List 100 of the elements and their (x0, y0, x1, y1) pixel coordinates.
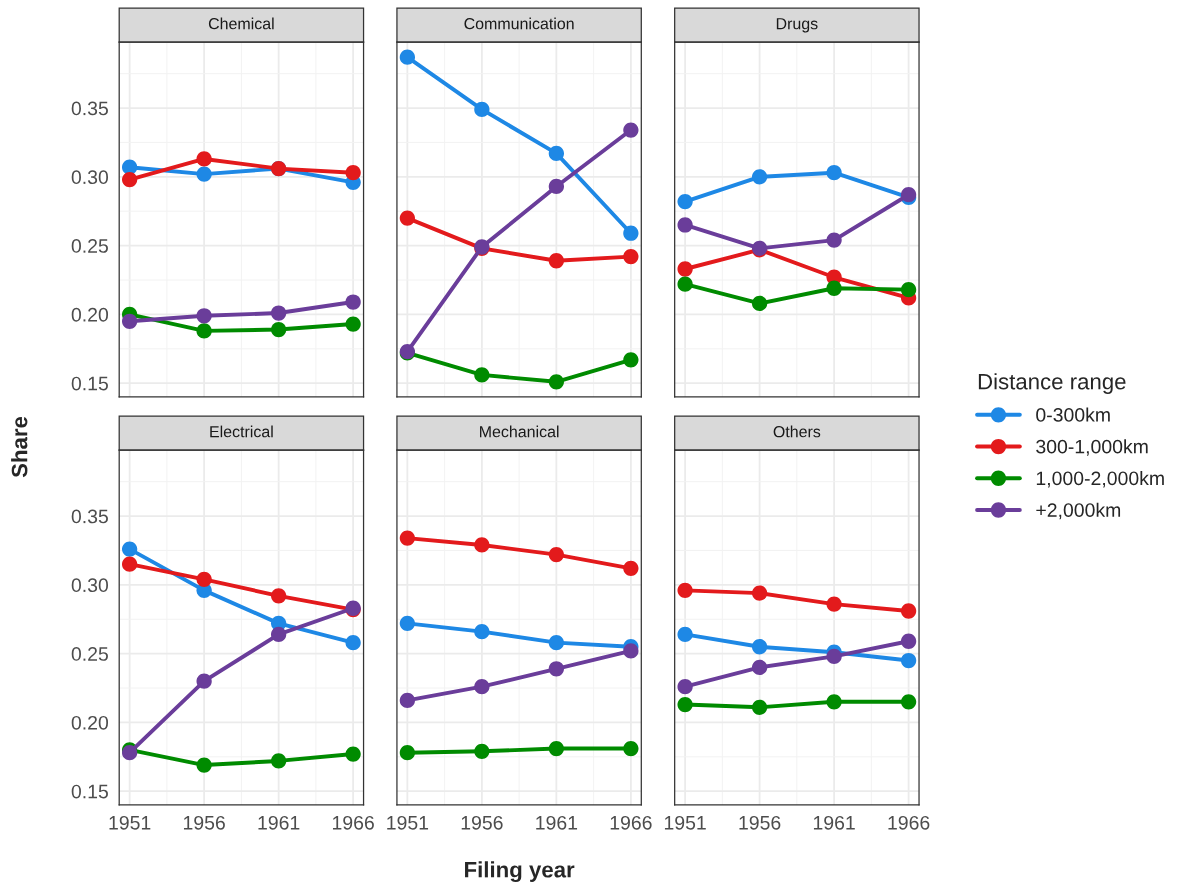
y-tick-label: 0.30 (71, 170, 109, 185)
point (399, 49, 416, 65)
point (900, 694, 917, 710)
point (623, 643, 639, 659)
point (196, 323, 212, 339)
point (900, 652, 917, 669)
point (474, 537, 490, 553)
point (751, 169, 768, 185)
point (196, 308, 212, 324)
point (270, 626, 287, 643)
point (826, 165, 842, 181)
point (270, 305, 287, 321)
point (677, 276, 693, 292)
point (121, 556, 138, 572)
point (399, 745, 416, 761)
point (623, 560, 639, 576)
point (345, 294, 361, 310)
legend-title: Distance range (978, 373, 1126, 394)
point (623, 122, 639, 138)
point (270, 588, 287, 604)
y-tick-label: 0.15 (71, 784, 108, 799)
point (677, 626, 693, 643)
point (751, 585, 768, 601)
point (474, 367, 490, 383)
point (474, 101, 490, 118)
point (121, 171, 138, 188)
chart-title: Mechanical (480, 425, 559, 438)
chart-title: Electrical (210, 425, 273, 438)
chart-title: Drugs (776, 18, 818, 33)
x-tick-label: 1951 (109, 815, 151, 830)
x-tick-label: 1966 (610, 815, 652, 830)
point (826, 596, 842, 612)
x-axis-title: Filing year (465, 861, 575, 883)
point (826, 648, 842, 665)
point (399, 530, 416, 546)
y-tick-label: 0.15 (71, 376, 108, 391)
point (345, 634, 361, 651)
point (196, 166, 212, 182)
x-tick-label: 1961 (813, 815, 855, 830)
point (677, 193, 693, 210)
point (474, 679, 490, 695)
point (548, 374, 565, 390)
y-tick-label: 0.20 (71, 307, 109, 322)
point (677, 679, 693, 695)
point (548, 546, 565, 563)
y-tick-label: 0.25 (71, 239, 108, 253)
x-tick-label: 1956 (461, 815, 503, 830)
point (345, 746, 361, 762)
x-tick-label: 1961 (536, 815, 578, 830)
point (196, 673, 212, 689)
chart-title: Communication (464, 17, 574, 30)
x-tick-label: 1951 (664, 815, 706, 830)
legend-label: +2,000km (1036, 502, 1121, 520)
point (196, 571, 212, 587)
x-tick-label: 1956 (739, 815, 781, 830)
point (900, 282, 917, 298)
point (623, 248, 639, 265)
point (548, 145, 565, 162)
point (677, 217, 693, 233)
point (196, 151, 212, 167)
point (474, 623, 490, 640)
y-tick-label: 0.20 (71, 715, 109, 730)
point (826, 694, 842, 710)
point (623, 740, 639, 757)
chart-title: Chemical (208, 17, 274, 30)
x-tick-label: 1961 (258, 815, 300, 830)
point (548, 740, 565, 757)
point (623, 225, 639, 241)
point (826, 280, 842, 296)
y-tick-label: 0.35 (71, 101, 108, 116)
point (751, 659, 768, 676)
point (548, 634, 565, 651)
y-tick-label: 0.25 (71, 647, 108, 661)
point (399, 210, 416, 226)
legend-label: 300-1,000km (1036, 439, 1148, 456)
x-tick-label: 1966 (888, 815, 930, 830)
point (474, 743, 490, 759)
legend-label: 1,000-2,000km (1036, 470, 1164, 488)
point (677, 696, 693, 713)
point (399, 615, 416, 632)
point (196, 757, 212, 773)
chart-title: Others (773, 425, 821, 438)
y-axis-title: Share (11, 416, 28, 478)
point (548, 661, 565, 677)
point (399, 692, 416, 709)
x-tick-label: 1966 (332, 815, 374, 830)
point (751, 699, 768, 715)
point (121, 541, 138, 557)
point (345, 165, 361, 181)
x-tick-label: 1956 (183, 815, 225, 830)
y-tick-label: 0.30 (71, 578, 109, 593)
point (270, 321, 287, 338)
point (548, 253, 565, 269)
point (826, 232, 842, 248)
point (345, 316, 361, 332)
point (270, 753, 287, 769)
point (751, 295, 768, 312)
point (677, 582, 693, 598)
point (751, 639, 768, 655)
point (121, 313, 138, 329)
